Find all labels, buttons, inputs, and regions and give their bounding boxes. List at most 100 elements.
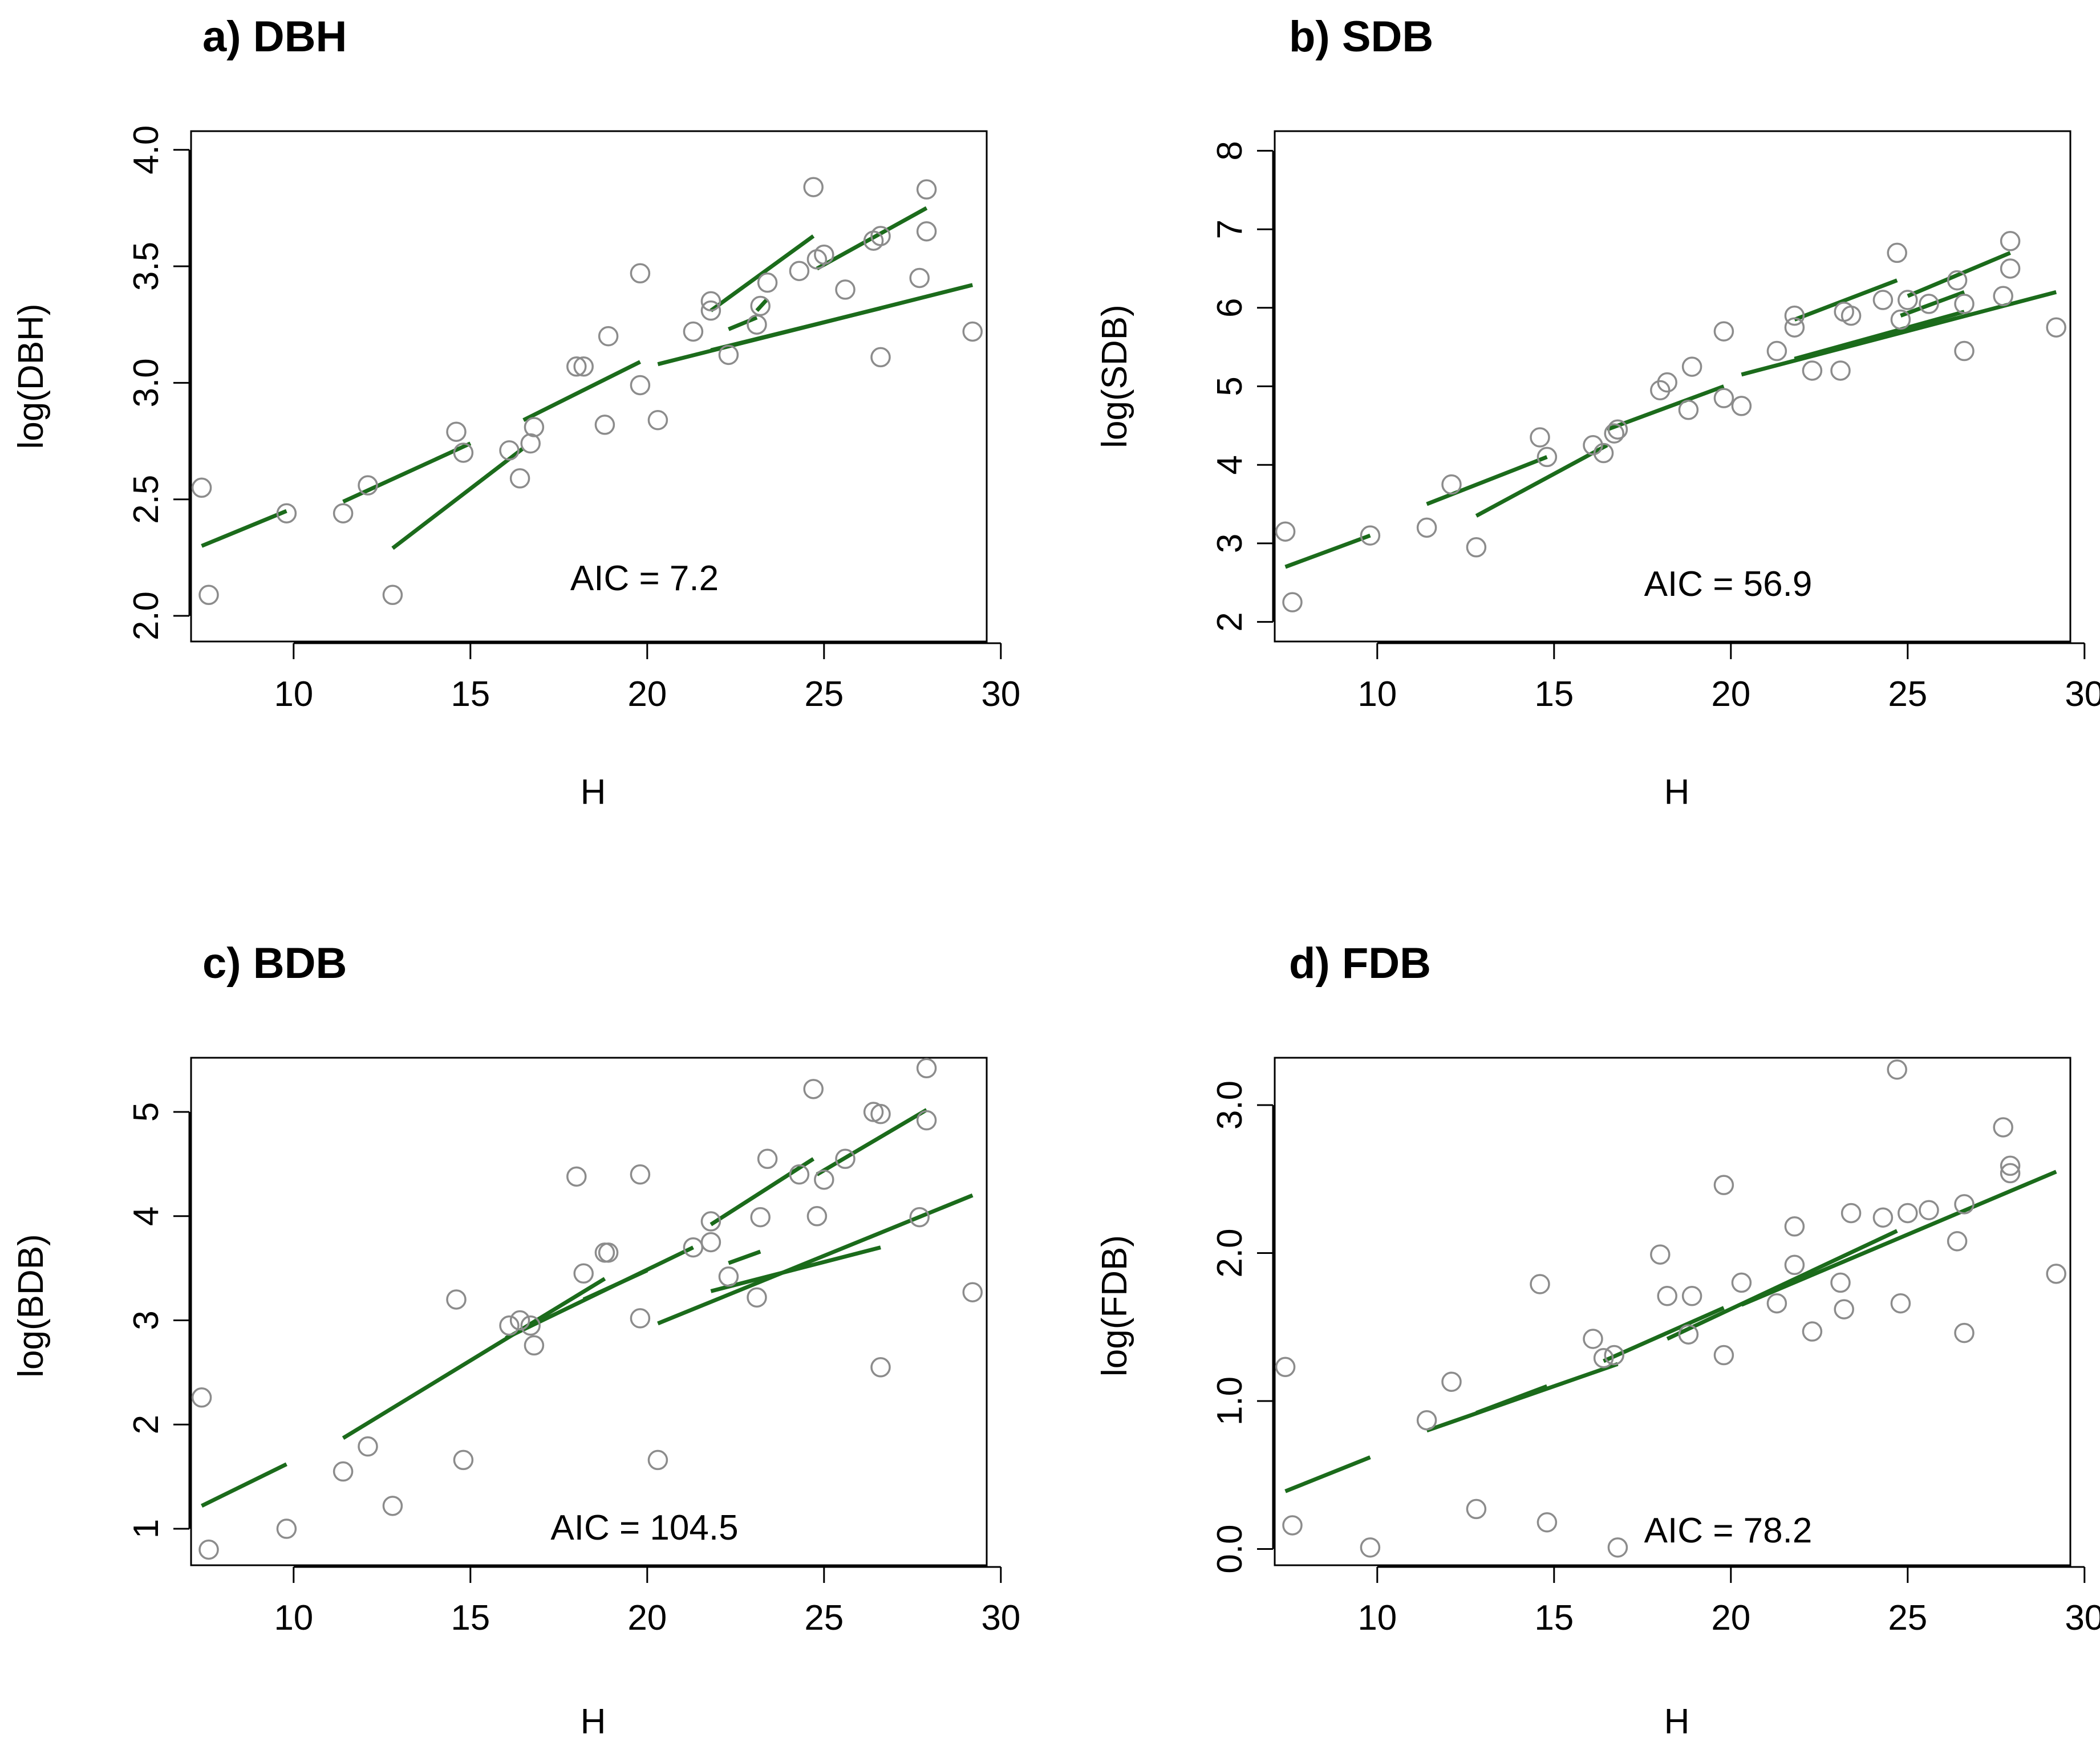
fitted-line [1426,455,1548,506]
data-point [1954,294,1975,314]
data-point [909,267,930,289]
data-point [1993,286,2013,306]
data-point [916,1110,937,1131]
panel-title: b) SDB [1289,13,1433,61]
data-point [1890,1293,1911,1314]
fitted-line [522,360,641,422]
data-point [594,415,615,435]
data-point [1887,1059,1907,1080]
data-point [1282,1515,1303,1536]
data-point [1681,1286,1702,1306]
data-point [814,1170,834,1190]
y-tick-label: 5 [127,1102,166,1122]
data-point [700,291,721,312]
data-point [1583,435,1603,456]
fitted-line [1794,278,1898,322]
data-point [700,1232,721,1253]
y-tick-label: 3 [127,1310,166,1330]
fitted-lines [201,206,974,550]
data-point [916,221,937,242]
data-point [803,177,824,197]
data-point [1784,317,1805,338]
data-point [566,1166,587,1187]
fitted-line [710,1157,815,1227]
data-point [520,433,541,454]
y-axis-title: log(FDB) [1095,1235,1134,1377]
data-point [1766,1293,1787,1314]
x-axis: 10 15 20 25 30 [274,642,1020,714]
x-tick-label: 30 [2065,675,2100,714]
fitted-line [710,306,881,352]
fitted-lines [1284,1170,2057,1493]
x-tick-label: 15 [1534,675,1574,714]
x-tick-label: 20 [627,1598,667,1638]
data-point [358,475,378,496]
data-point [1466,1499,1487,1520]
y-tick-label: 8 [1210,141,1250,160]
x-tick-label: 30 [981,1598,1020,1638]
fitted-line [816,1108,928,1176]
data-point [1834,301,1854,322]
fitted-line [657,1193,974,1326]
data-point [1657,1286,1677,1306]
y-axis: 0.0 1.0 2.0 3.0 [1210,1081,1274,1574]
data-point [499,1315,520,1336]
data-point [962,1282,983,1302]
data-point [803,1079,824,1099]
y-tick-label: 1 [127,1519,166,1538]
data-point [191,1387,212,1408]
y-tick-label: 4 [1210,455,1250,474]
data-point [1802,360,1823,381]
y-axis-title: log(BDB) [11,1234,51,1378]
data-point [1657,372,1677,393]
panel-b-sdb: b) SDB H log(SDB) AIC = 56.9 10 15 20 25 302… [1095,13,2100,812]
data-point [358,1436,378,1457]
data-point [1872,290,1894,310]
data-point [1441,1371,1462,1392]
fitted-line [728,1249,761,1265]
fitted-line [1475,1384,1548,1415]
data-point [1583,1329,1603,1349]
fitted-line [391,446,525,550]
data-point [509,468,530,489]
data-point [566,356,587,377]
y-axis-title: log(SDB) [1095,304,1134,448]
data-point [333,503,354,523]
data-point [1604,1345,1624,1366]
data-point [1993,1117,2013,1138]
y-tick-label: 7 [1210,220,1250,239]
data-point [1713,321,1734,342]
data-point [1954,340,1975,362]
data-point [2000,1155,2021,1176]
data-point [630,263,651,284]
x-axis-title: H [581,1702,606,1741]
data-point [1840,1203,1862,1224]
data-point [524,1335,545,1356]
y-tick-label: 1.0 [1210,1377,1250,1426]
x-tick-label: 25 [1888,675,1927,714]
data-point [1830,360,1851,381]
x-axis: 10 15 20 25 30 [274,1566,1020,1638]
data-point [1713,1175,1734,1195]
y-axis: 2.0 2.5 3.0 3.5 4.0 [127,125,190,640]
y-tick-label: 2.0 [127,591,166,640]
data-point [520,1315,541,1336]
data-point [276,503,297,523]
x-tick-label: 25 [804,1598,844,1638]
data-point [1887,242,1907,263]
data-point [1604,423,1624,444]
data-point [598,1242,619,1263]
data-point [1650,1244,1671,1265]
data-point [1537,446,1558,468]
data-point [453,1449,474,1471]
data-point [573,356,594,377]
y-tick-label: 3.0 [127,358,166,407]
data-point [1954,1322,1975,1343]
data-point [750,1207,771,1228]
data-point [1282,592,1303,612]
y-axis: 2 3 4 5 6 7 8 [1210,141,1274,632]
data-point [1840,305,1862,326]
fitted-line [1907,251,2011,298]
y-tick-label: 2 [127,1415,166,1434]
data-point [1441,474,1462,495]
